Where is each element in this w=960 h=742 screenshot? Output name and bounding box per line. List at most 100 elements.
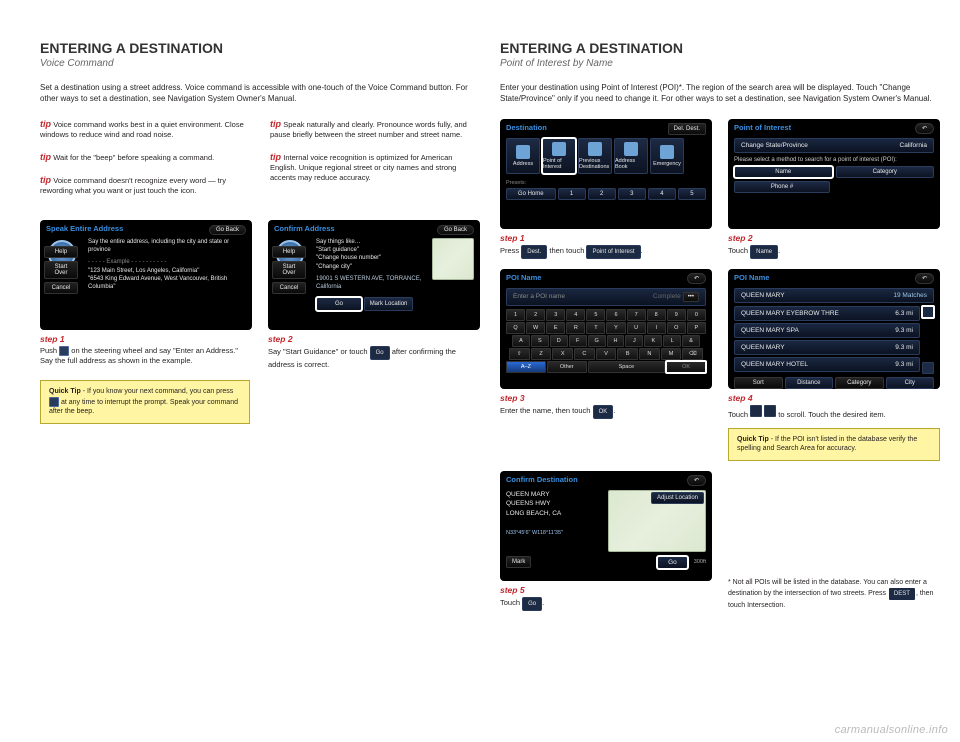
back-button[interactable]: ↶ bbox=[915, 123, 934, 134]
keyboard-key[interactable]: Q bbox=[506, 322, 525, 334]
page-title: ENTERING A DESTINATION bbox=[500, 40, 940, 56]
result-row[interactable]: QUEEN MARY SPA9.3 mi bbox=[734, 323, 920, 338]
keyboard-key[interactable]: H bbox=[607, 335, 625, 347]
keyboard-key[interactable]: N bbox=[639, 348, 660, 360]
preset-button[interactable]: 5 bbox=[678, 188, 706, 200]
back-button[interactable]: ↶ bbox=[687, 273, 706, 284]
keyboard-key[interactable]: 7 bbox=[627, 309, 646, 321]
go-chip: Go bbox=[370, 346, 390, 360]
dots-button[interactable]: ••• bbox=[683, 292, 699, 302]
preset-button[interactable]: 2 bbox=[588, 188, 616, 200]
back-button[interactable]: ↶ bbox=[915, 273, 934, 284]
go-back-button[interactable]: Go Back bbox=[437, 225, 474, 235]
category-button[interactable]: Category bbox=[836, 166, 935, 178]
previous-tile[interactable]: Previous Destinations bbox=[578, 138, 612, 174]
screen-text: "Start guidance" bbox=[316, 246, 426, 254]
del-dest-button[interactable]: Del. Dest. bbox=[668, 123, 706, 135]
keyboard-key[interactable]: R bbox=[566, 322, 585, 334]
az-button[interactable]: A–Z bbox=[506, 361, 546, 373]
keyboard-key[interactable]: G bbox=[588, 335, 606, 347]
go-button[interactable]: Go bbox=[657, 556, 688, 569]
tip-label: tip bbox=[40, 175, 51, 185]
keyboard-key[interactable]: O bbox=[667, 322, 686, 334]
keyboard-key[interactable]: B bbox=[617, 348, 638, 360]
preset-button[interactable]: 1 bbox=[558, 188, 586, 200]
poi-keyboard-screen: POI Name ↶ Enter a POI name Complete •••… bbox=[500, 269, 712, 389]
keyboard-key[interactable]: I bbox=[647, 322, 666, 334]
sort-button[interactable]: Sort bbox=[734, 377, 783, 389]
addrbook-tile[interactable]: Address Book bbox=[614, 138, 648, 174]
emergency-tile[interactable]: Emergency bbox=[650, 138, 684, 174]
keyboard-key[interactable]: M bbox=[661, 348, 682, 360]
start-over-button[interactable]: Start Over bbox=[272, 261, 306, 279]
start-over-button[interactable]: Start Over bbox=[44, 261, 78, 279]
keyboard-key[interactable]: C bbox=[574, 348, 595, 360]
keyboard-key[interactable]: 9 bbox=[667, 309, 686, 321]
change-state-button[interactable]: Change State/Province California bbox=[734, 138, 934, 153]
keyboard-key[interactable]: S bbox=[531, 335, 549, 347]
footnote-text: * Not all POIs will be listed in the dat… bbox=[728, 578, 940, 611]
ok-button[interactable]: OK bbox=[666, 361, 706, 373]
mark-button[interactable]: Mark bbox=[506, 556, 531, 568]
go-home-button[interactable]: Go Home bbox=[506, 188, 556, 200]
poi-tile[interactable]: Point of Interest bbox=[542, 138, 576, 174]
go-back-button[interactable]: Go Back bbox=[209, 225, 246, 235]
keyboard-key[interactable]: D bbox=[550, 335, 568, 347]
keyboard-key[interactable]: X bbox=[552, 348, 573, 360]
city-button[interactable]: City bbox=[886, 377, 935, 389]
tip-item: tip Internal voice recognition is optimi… bbox=[270, 152, 480, 183]
ok-chip: OK bbox=[593, 405, 614, 419]
keyboard-key[interactable]: L bbox=[663, 335, 681, 347]
name-button[interactable]: Name bbox=[734, 166, 833, 178]
help-button[interactable]: Help bbox=[44, 246, 78, 258]
keyboard-key[interactable]: 2 bbox=[526, 309, 545, 321]
keyboard-key[interactable]: W bbox=[526, 322, 545, 334]
result-row[interactable]: QUEEN MARY EYEBROW THRE6.3 mi bbox=[734, 306, 920, 321]
result-row[interactable]: QUEEN MARY9.3 mi bbox=[734, 340, 920, 355]
scroll-down-button[interactable] bbox=[922, 362, 934, 374]
keyboard-key[interactable]: T bbox=[586, 322, 605, 334]
preset-button[interactable]: 4 bbox=[648, 188, 676, 200]
keyboard-key[interactable]: K bbox=[644, 335, 662, 347]
space-button[interactable]: Space bbox=[588, 361, 666, 373]
keyboard-key[interactable]: 1 bbox=[506, 309, 525, 321]
keyboard-key[interactable]: & bbox=[682, 335, 700, 347]
other-button[interactable]: Other bbox=[547, 361, 587, 373]
phone-button[interactable]: Phone # bbox=[734, 181, 830, 193]
keyboard-key[interactable]: 6 bbox=[606, 309, 625, 321]
scroll-up-button[interactable] bbox=[922, 306, 934, 318]
keyboard-key[interactable]: A bbox=[512, 335, 530, 347]
back-button[interactable]: ↶ bbox=[687, 475, 706, 486]
result-row[interactable]: QUEEN MARY HOTEL9.3 mi bbox=[734, 357, 920, 372]
preset-button[interactable]: 3 bbox=[618, 188, 646, 200]
keyboard-key[interactable]: F bbox=[569, 335, 587, 347]
screen-text: "Change city" bbox=[316, 263, 426, 271]
cancel-button[interactable]: Cancel bbox=[272, 282, 306, 294]
category-filter-button[interactable]: Category bbox=[835, 377, 884, 389]
go-button[interactable]: Go bbox=[316, 297, 362, 311]
input-placeholder[interactable]: Enter a POI name bbox=[513, 293, 565, 300]
keyboard-key[interactable]: P bbox=[687, 322, 706, 334]
distance-button[interactable]: Distance bbox=[785, 377, 834, 389]
keyboard-key[interactable]: J bbox=[625, 335, 643, 347]
keyboard-key[interactable]: ⇧ bbox=[509, 348, 530, 360]
cancel-button[interactable]: Cancel bbox=[44, 282, 78, 294]
keyboard-key[interactable]: U bbox=[627, 322, 646, 334]
complete-label: Complete bbox=[653, 293, 681, 300]
keyboard-key[interactable]: 3 bbox=[546, 309, 565, 321]
keyboard-key[interactable]: ⌫ bbox=[682, 348, 703, 360]
keyboard-key[interactable]: 5 bbox=[586, 309, 605, 321]
help-button[interactable]: Help bbox=[272, 246, 306, 258]
address-tile[interactable]: Address bbox=[506, 138, 540, 174]
keyboard-key[interactable]: 4 bbox=[566, 309, 585, 321]
page-subtitle: Point of Interest by Name bbox=[500, 58, 940, 69]
adjust-location-button[interactable]: Adjust Location bbox=[651, 492, 704, 504]
keyboard-key[interactable]: 0 bbox=[687, 309, 706, 321]
keyboard-key[interactable]: Z bbox=[531, 348, 552, 360]
keyboard-key[interactable]: Y bbox=[606, 322, 625, 334]
keyboard-key[interactable]: V bbox=[596, 348, 617, 360]
keyboard-key[interactable]: 8 bbox=[647, 309, 666, 321]
keyboard-key[interactable]: E bbox=[546, 322, 565, 334]
history-icon bbox=[588, 142, 602, 156]
mark-location-button[interactable]: Mark Location bbox=[364, 297, 414, 311]
